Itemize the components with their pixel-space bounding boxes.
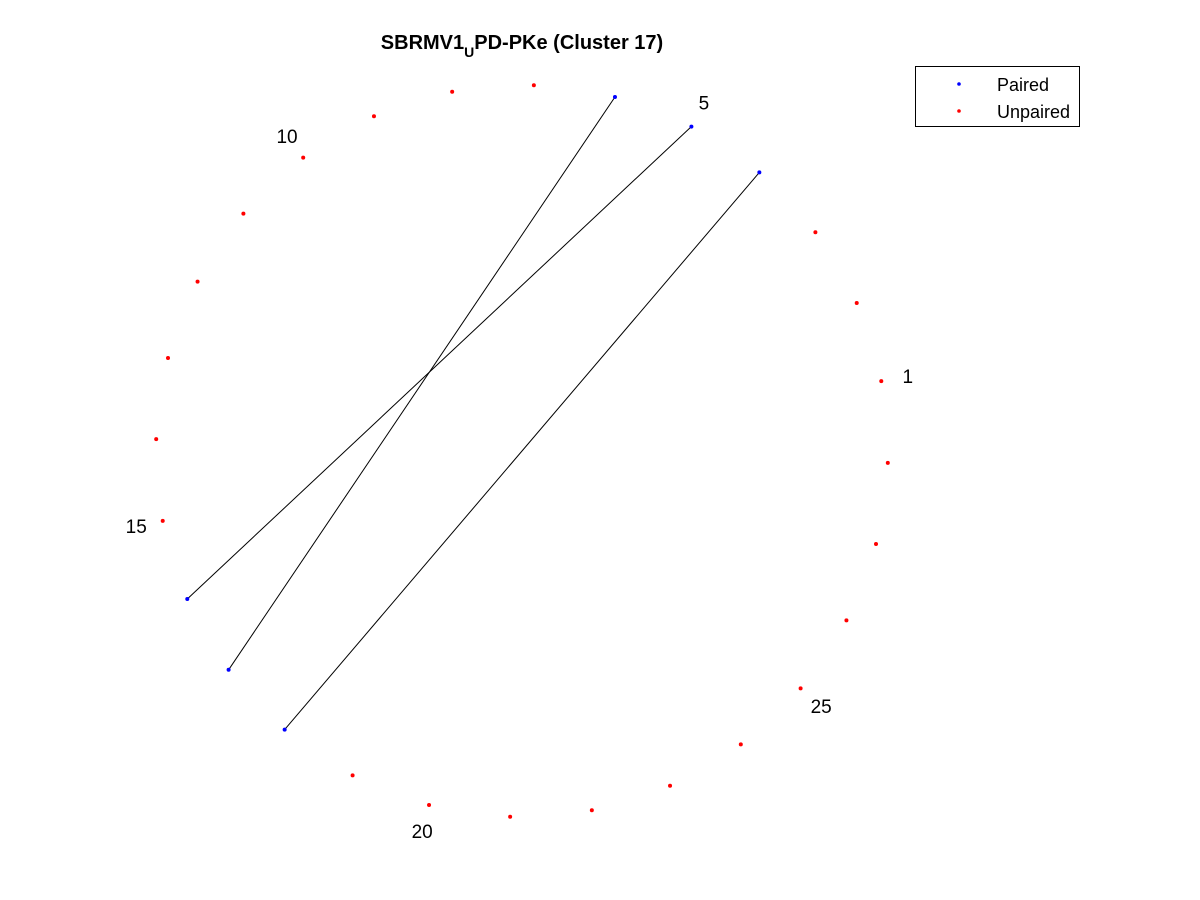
- point-18: [282, 727, 287, 732]
- point-22: [589, 808, 594, 813]
- nucleotide-points: [154, 83, 890, 819]
- pair-line-6-17: [228, 96, 616, 671]
- point-16: [185, 597, 190, 602]
- point-28: [885, 460, 890, 465]
- legend: Paired Unpaired: [915, 66, 1080, 127]
- pair-lines: [186, 96, 760, 730]
- point-27: [873, 541, 878, 546]
- point-3: [813, 230, 818, 235]
- position-label-5: 5: [699, 94, 710, 115]
- chart-title-subscript: U: [464, 44, 474, 60]
- point-23: [668, 783, 673, 788]
- position-label-20: 20: [412, 822, 433, 843]
- point-14: [154, 437, 159, 442]
- point-8: [450, 89, 455, 94]
- legend-label-paired: Paired: [997, 75, 1049, 95]
- point-12: [195, 279, 200, 284]
- point-2: [854, 300, 859, 305]
- chart-title-rest: PD-PKe (Cluster 17): [474, 32, 663, 54]
- point-1: [879, 379, 884, 384]
- point-10: [301, 155, 306, 160]
- point-17: [226, 667, 231, 672]
- point-26: [844, 618, 849, 623]
- point-24: [738, 742, 743, 747]
- point-5: [689, 124, 694, 129]
- position-label-25: 25: [811, 697, 832, 718]
- pair-line-4-18: [284, 172, 760, 730]
- point-15: [160, 518, 165, 523]
- point-13: [166, 356, 171, 361]
- point-9: [371, 114, 376, 119]
- point-19: [350, 773, 355, 778]
- point-21: [508, 814, 513, 819]
- position-label-1: 1: [902, 367, 913, 388]
- point-20: [427, 802, 432, 807]
- legend-marker-unpaired: [957, 109, 961, 113]
- chart-title-main: SBRMV1: [381, 32, 464, 54]
- point-7: [531, 83, 536, 88]
- legend-marker-paired: [957, 82, 961, 86]
- point-4: [757, 170, 762, 175]
- pair-line-5-16: [186, 126, 692, 600]
- point-11: [241, 211, 246, 216]
- point-25: [798, 686, 803, 691]
- position-label-10: 10: [276, 127, 297, 148]
- chart-title: SBRMV1UPD-PKe (Cluster 17): [381, 32, 663, 60]
- position-label-15: 15: [126, 517, 147, 538]
- legend-box: [915, 66, 1080, 127]
- point-6: [612, 95, 617, 100]
- legend-label-unpaired: Unpaired: [997, 102, 1070, 122]
